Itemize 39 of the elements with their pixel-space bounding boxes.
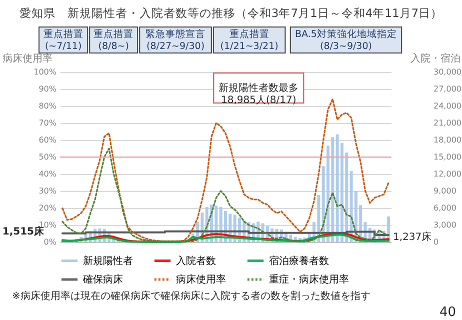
legend-label: 宿泊療養者数	[269, 254, 329, 267]
y-tick-label: 40%	[38, 170, 57, 178]
y2-axis-title: 入院・宿泊	[410, 52, 460, 64]
y-tick-label: 80%	[38, 102, 57, 110]
y2-tick-label: 15,000	[434, 152, 462, 162]
y-tick-label: 0%	[44, 238, 57, 246]
y2-tick-label: 6,000	[434, 204, 456, 212]
y2-tick-label: 27,000	[434, 84, 462, 94]
y2-tick-label: 21,000	[434, 118, 462, 128]
text: 40	[439, 305, 456, 320]
text: 重点措置 (8/8~)	[94, 28, 134, 52]
text: 1,515床	[2, 226, 45, 238]
y-tick-label: 30%	[38, 186, 57, 196]
y2-tick-label: 30,000	[434, 68, 462, 76]
text: 1,237床	[393, 231, 432, 244]
y-tick-label: 50%	[38, 152, 57, 162]
legend-label: 新規陽性者	[83, 254, 133, 267]
y-tick-label: 20%	[38, 204, 57, 212]
text: BA.5対策強化地域指定 (8/3~9/30)	[295, 28, 397, 52]
y-tick-label: 100%	[34, 68, 57, 76]
y2-tick-label: 12,000	[434, 170, 462, 178]
text: 重点措置 (~7/11)	[43, 28, 84, 52]
y2-tick-label: 9,000	[434, 186, 456, 196]
text: ※病床使用率は現在の確保病床で確保病床に入院する者の数を割った数値を指す	[12, 290, 370, 302]
legend-label: 確保病床	[82, 274, 123, 286]
y2-tick-label: 24,000	[434, 102, 462, 110]
y-tick-label: 90%	[38, 84, 57, 94]
legend-label: 入院者数	[176, 254, 216, 267]
y-axis-title: 病床使用率	[2, 52, 52, 64]
y-tick-label: 60%	[38, 136, 57, 144]
chart-title: 愛知県 新規陽性者・入院者数等の推移（令和3年7月1日～令和4年11月7日）	[19, 6, 443, 20]
legend-label: 病床使用率	[176, 274, 226, 286]
y2-tick-label: 0	[434, 238, 439, 246]
y2-tick-label: 3,000	[434, 220, 456, 230]
text: 重点措置 (1/21~3/21)	[220, 28, 278, 52]
y-tick-label: 70%	[38, 118, 57, 128]
text: 緊急事態宣言 (8/27~9/30)	[146, 28, 206, 52]
legend-label: 重症・病床使用率	[269, 274, 349, 286]
y2-tick-label: 18,000	[434, 136, 462, 144]
